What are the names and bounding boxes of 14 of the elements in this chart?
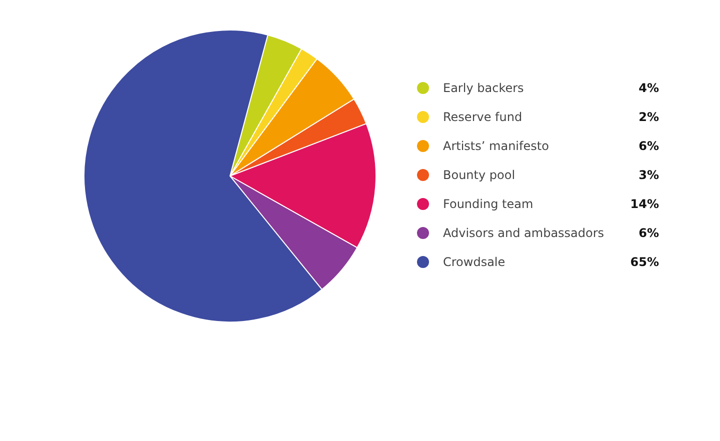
legend-label: Artists’ manifesto	[443, 139, 549, 154]
data-label: 6%	[638, 226, 659, 240]
data-label: 6%	[638, 139, 659, 154]
legend-label: Bounty pool	[443, 168, 516, 182]
legend-label: Advisors and ambassadors	[443, 226, 604, 240]
data-label: 65%	[630, 255, 659, 270]
data-label: 2%	[638, 110, 659, 124]
data-label: 4%	[638, 81, 659, 96]
data-label: 14%	[630, 197, 659, 212]
legend-label: Crowdsale	[443, 255, 506, 270]
legend-label: Early backers	[443, 81, 524, 96]
legend-label: Reserve fund	[443, 110, 522, 124]
legend-label: Founding team	[443, 197, 534, 212]
data-label: 3%	[638, 168, 659, 182]
